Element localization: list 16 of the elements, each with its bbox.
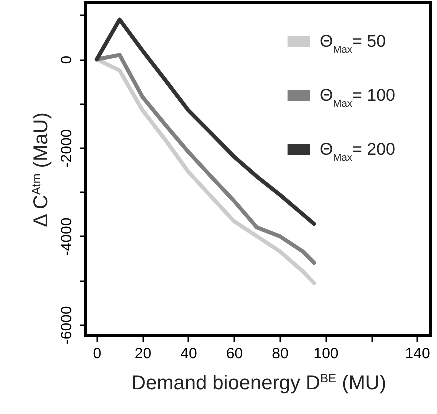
x-tick-label: 140 bbox=[405, 346, 430, 362]
legend-label: Θ$_{Max}$= 100 bbox=[320, 86, 396, 110]
x-tick-label: 40 bbox=[180, 346, 198, 362]
x-axis-title: Demand bioenergy D$^{BE}$ (MU) bbox=[132, 372, 386, 394]
y-tick-label: 0 bbox=[58, 56, 76, 64]
x-tick-label: 80 bbox=[272, 346, 289, 362]
line-series bbox=[94, 18, 316, 226]
legend-label: Θ$_{Max}$= 200 bbox=[320, 140, 396, 164]
y-tick-label: -6000 bbox=[58, 306, 76, 345]
y-tick-label: -2000 bbox=[58, 129, 76, 168]
x-tick-label: 0 bbox=[93, 346, 102, 362]
legend-label: Θ$_{Max}$= 50 bbox=[320, 32, 386, 56]
x-tick-label: 100 bbox=[314, 346, 339, 362]
y-tick-label: -4000 bbox=[58, 218, 76, 256]
x-tick-label: 20 bbox=[134, 346, 152, 362]
x-tick-label: 60 bbox=[226, 346, 244, 362]
